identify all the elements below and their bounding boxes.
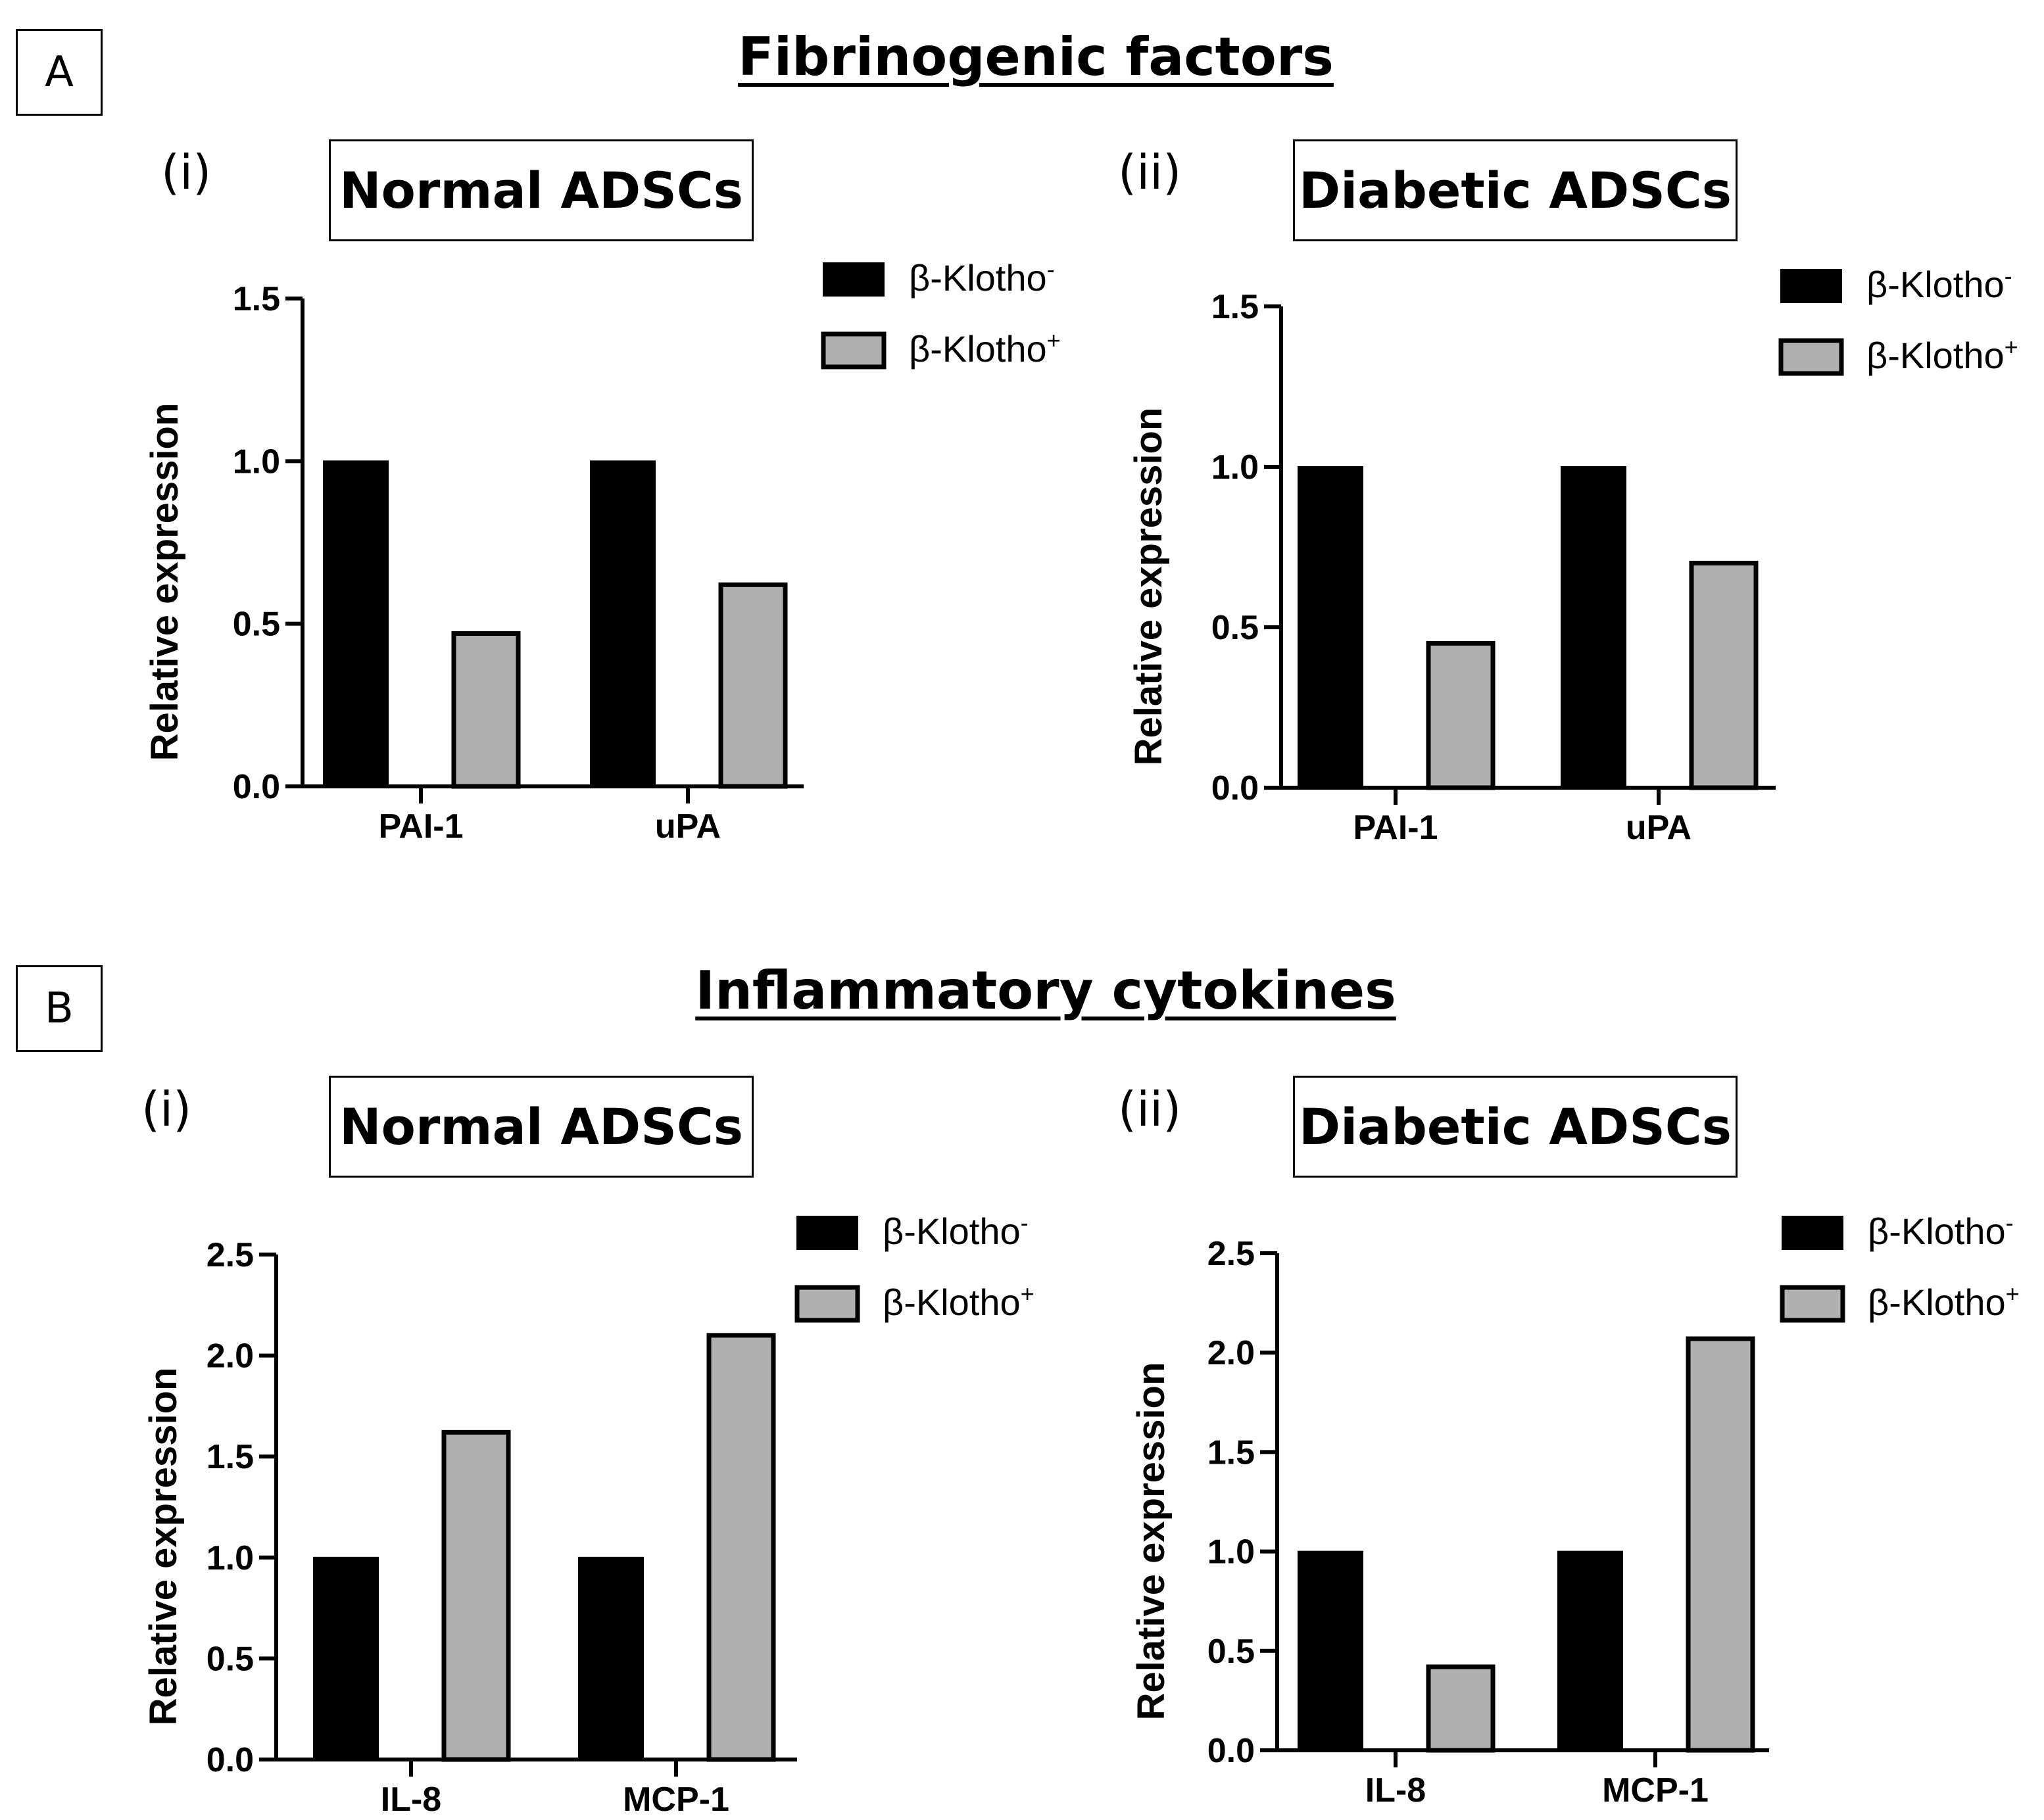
y-tick-label: 0.0 (233, 768, 280, 806)
y-axis-label: Relative expression (143, 403, 186, 761)
y-tick-label: 1.0 (1207, 1533, 1255, 1571)
legend-swatch-klotho-pos (794, 1285, 860, 1323)
x-tick-label: IL-8 (381, 1781, 441, 1819)
y-tick-label: 0.0 (1207, 1732, 1255, 1770)
x-tick-label: PAI-1 (1353, 809, 1438, 847)
chart-title-a-i: Normal ADSCs (329, 139, 754, 241)
y-tick-label: 2.0 (207, 1337, 254, 1376)
legend-swatch-klotho-neg (796, 1216, 858, 1250)
bar-klotho-neg-pai-1 (323, 460, 389, 787)
y-tick-label: 0.0 (207, 1741, 254, 1779)
bar-klotho-pos-upa (1689, 560, 1759, 790)
sub-label-a-i: (i) (161, 145, 212, 200)
y-tick-label: 1.0 (207, 1539, 254, 1577)
chart-group-0: 0.0 0.5 1.0 1.5 Relative expression PAI-1 uPA β… (143, 256, 1061, 846)
y-axis-label: Relative expression (1130, 1362, 1173, 1721)
bar-klotho-pos-pai-1 (451, 631, 521, 789)
panel-label-b: B (16, 965, 103, 1052)
legend-label-klotho-pos: β-Klotho+ (1866, 333, 2018, 377)
legend-label-klotho-neg: β-Klotho- (909, 256, 1055, 299)
y-tick-label: 2.0 (1207, 1334, 1255, 1372)
chart-title-a-ii: Diabetic ADSCs (1293, 139, 1738, 241)
section-title-b: Inflammatory cytokines (695, 960, 1396, 1021)
legend-label-klotho-neg: β-Klotho- (1866, 262, 2012, 306)
y-tick-label: 2.5 (1207, 1235, 1255, 1273)
legend-swatch-klotho-neg (823, 262, 885, 297)
y-tick-label: 0.5 (1207, 1633, 1255, 1671)
y-axis-label: Relative expression (1127, 408, 1170, 766)
x-tick-label: PAI-1 (378, 807, 463, 846)
x-tick-label: MCP-1 (1602, 1771, 1709, 1809)
legend-swatch-klotho-pos (821, 331, 887, 370)
y-axis-label: Relative expression (142, 1368, 185, 1726)
x-tick-label: uPA (655, 807, 721, 846)
sub-label-b-i: (i) (141, 1082, 192, 1137)
chart-group-2: 0.0 0.5 1.0 1.5 2.0 2.5 Relative expression IL-… (142, 1209, 1034, 1819)
panel-label-a: A (16, 29, 103, 116)
y-tick-label: 1.0 (1211, 448, 1259, 487)
y-tick-label: 1.5 (1211, 288, 1259, 326)
chart-group-3: 0.0 0.5 1.0 1.5 2.0 2.5 Relative expression IL-… (1130, 1209, 2020, 1810)
sub-label-a-ii: (ii) (1118, 145, 1182, 200)
legend-label-klotho-pos: β-Klotho+ (1868, 1280, 2020, 1324)
legend-swatch-klotho-pos (1778, 338, 1844, 376)
chart-title-b-i: Normal ADSCs (329, 1076, 754, 1178)
legend-swatch-klotho-neg (1782, 1216, 1843, 1250)
y-tick-label: 0.5 (207, 1640, 254, 1678)
chart-title-b-ii: Diabetic ADSCs (1293, 1076, 1738, 1178)
x-tick-label: MCP-1 (623, 1781, 729, 1819)
bar-klotho-neg-upa (590, 460, 656, 787)
bar-klotho-pos-pai-1 (1426, 640, 1496, 790)
legend-label-klotho-neg: β-Klotho- (883, 1209, 1029, 1253)
section-title-a: Fibrinogenic factors (738, 26, 1334, 87)
bar-klotho-neg-upa (1561, 466, 1626, 788)
y-tick-label: 1.5 (233, 280, 280, 318)
bar-klotho-neg-mcp-1 (578, 1556, 644, 1761)
legend-swatch-klotho-pos (1780, 1285, 1845, 1323)
y-tick-label: 1.0 (233, 443, 280, 481)
bar-klotho-neg-mcp-1 (1557, 1550, 1623, 1752)
bar-klotho-neg-il-8 (1298, 1550, 1363, 1752)
legend-label-klotho-pos: β-Klotho+ (883, 1280, 1034, 1324)
x-tick-label: IL-8 (1365, 1771, 1426, 1809)
bar-klotho-neg-pai-1 (1298, 466, 1363, 788)
legend-swatch-klotho-neg (1780, 269, 1842, 303)
y-tick-label: 0.5 (233, 606, 280, 644)
bar-klotho-pos-upa (718, 582, 788, 789)
bar-klotho-pos-mcp-1 (706, 1333, 776, 1762)
x-tick-label: uPA (1626, 809, 1691, 847)
bar-klotho-pos-il-8 (441, 1429, 511, 1762)
chart-group-1: 0.0 0.5 1.0 1.5 Relative expression PAI-1 uPA β… (1127, 262, 2018, 848)
y-tick-label: 2.5 (207, 1236, 254, 1274)
y-tick-label: 0.5 (1211, 609, 1259, 647)
y-tick-label: 0.0 (1211, 769, 1259, 807)
y-tick-label: 1.5 (1207, 1433, 1255, 1472)
bar-klotho-neg-il-8 (313, 1556, 379, 1761)
legend-label-klotho-neg: β-Klotho- (1868, 1209, 2014, 1253)
y-tick-label: 1.5 (207, 1438, 254, 1476)
sub-label-b-ii: (ii) (1118, 1082, 1182, 1137)
legend-label-klotho-pos: β-Klotho+ (909, 327, 1061, 370)
bar-klotho-pos-mcp-1 (1686, 1336, 1755, 1753)
bar-klotho-pos-il-8 (1426, 1664, 1496, 1753)
